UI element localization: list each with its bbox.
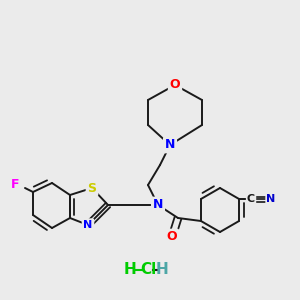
Text: N: N: [165, 139, 175, 152]
Text: Cl: Cl: [140, 262, 156, 278]
Text: O: O: [170, 79, 180, 92]
Text: N: N: [83, 220, 93, 230]
Text: N: N: [266, 194, 276, 204]
Text: H: H: [156, 262, 168, 278]
Text: F: F: [11, 178, 19, 191]
Text: C: C: [247, 194, 255, 204]
Text: N: N: [153, 199, 163, 212]
Text: H: H: [124, 262, 136, 278]
Text: O: O: [167, 230, 177, 244]
Text: S: S: [88, 182, 97, 194]
